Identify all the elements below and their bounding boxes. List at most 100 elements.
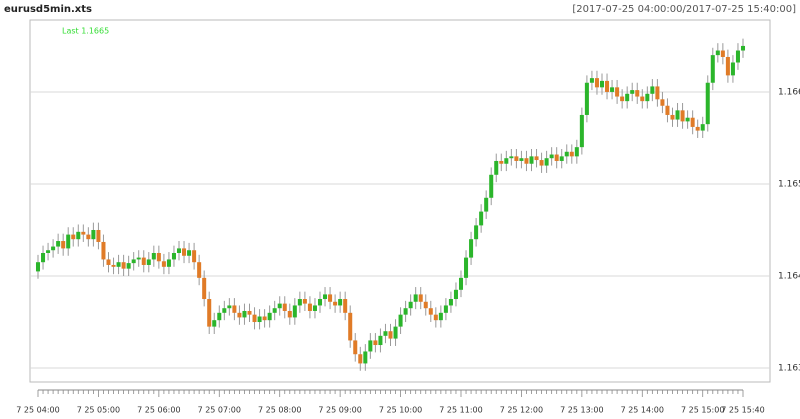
candle-body bbox=[378, 335, 383, 346]
candle-body bbox=[161, 261, 166, 267]
candle-body bbox=[680, 110, 685, 122]
candle-body bbox=[328, 294, 333, 302]
y-tick-label: 1.166 bbox=[778, 87, 800, 97]
candle-body bbox=[720, 50, 725, 57]
candle-body bbox=[428, 308, 433, 315]
candle-body bbox=[584, 82, 589, 115]
candle-body bbox=[620, 96, 625, 102]
candle-body bbox=[438, 312, 443, 321]
candle-body bbox=[479, 211, 484, 226]
candle-body bbox=[126, 263, 131, 269]
candle-body bbox=[156, 252, 161, 262]
x-tick-label: 7 25 15:40 bbox=[721, 406, 764, 415]
candle-body bbox=[262, 316, 267, 321]
candle-body bbox=[237, 312, 242, 318]
x-tick-label: 7 25 08:00 bbox=[258, 406, 301, 415]
candle-body bbox=[373, 340, 378, 346]
candle-body bbox=[106, 259, 111, 265]
candle-body bbox=[393, 326, 398, 339]
candle-body bbox=[484, 197, 489, 212]
candle-body bbox=[594, 78, 599, 88]
candle-body bbox=[554, 154, 559, 161]
candle-body bbox=[524, 158, 529, 164]
candle-body bbox=[171, 252, 176, 260]
candle-body bbox=[670, 114, 675, 120]
candle-body bbox=[56, 241, 61, 247]
candle-body bbox=[544, 158, 549, 166]
candle-body bbox=[408, 301, 413, 309]
candle-body bbox=[51, 246, 56, 251]
candle-body bbox=[272, 308, 277, 313]
candle-body bbox=[96, 229, 101, 242]
candle-body bbox=[519, 158, 524, 161]
candle-body bbox=[141, 257, 146, 265]
candle-body bbox=[539, 160, 544, 166]
candle-body bbox=[86, 234, 91, 240]
candle-body bbox=[569, 151, 574, 157]
candle-body bbox=[257, 316, 262, 323]
candle-body bbox=[423, 301, 428, 309]
candle-body bbox=[559, 156, 564, 161]
candle-body bbox=[323, 294, 328, 300]
candle-body bbox=[207, 299, 212, 327]
candle-body bbox=[635, 90, 640, 97]
candle-body bbox=[267, 312, 272, 321]
candle-body bbox=[549, 154, 554, 159]
candle-body bbox=[232, 305, 237, 313]
candle-body bbox=[494, 160, 499, 175]
candle-body bbox=[338, 299, 343, 306]
candle-body bbox=[660, 99, 665, 106]
candle-body bbox=[499, 160, 504, 164]
candle-body bbox=[71, 234, 76, 240]
candle-body bbox=[730, 62, 735, 76]
candle-body bbox=[151, 252, 156, 260]
candle-body bbox=[725, 56, 730, 76]
candle-body bbox=[182, 248, 187, 256]
candle-body bbox=[579, 114, 584, 148]
candle-body bbox=[448, 299, 453, 306]
candle-body bbox=[705, 82, 710, 125]
candle-body bbox=[514, 156, 519, 161]
x-tick-label: 7 25 04:00 bbox=[16, 406, 59, 415]
candle-body bbox=[715, 50, 720, 56]
candle-body bbox=[41, 252, 46, 263]
candle-body bbox=[650, 86, 655, 94]
candle-body bbox=[212, 320, 217, 327]
date-range: [2017-07-25 04:00:00/2017-07-25 15:40:00… bbox=[572, 4, 796, 15]
candle-body bbox=[418, 294, 423, 302]
candle-body bbox=[187, 250, 192, 256]
candle-body bbox=[640, 96, 645, 102]
candle-body bbox=[358, 354, 363, 364]
x-tick-label: 7 25 05:00 bbox=[77, 406, 120, 415]
candle-body bbox=[690, 117, 695, 127]
candle-body bbox=[333, 301, 338, 306]
candle-body bbox=[146, 259, 151, 265]
x-tick-label: 7 25 09:00 bbox=[318, 406, 361, 415]
candle-body bbox=[35, 262, 41, 272]
candle-body bbox=[227, 305, 232, 309]
y-tick-label: 1.165 bbox=[778, 179, 800, 189]
candle-body bbox=[277, 303, 282, 309]
candle-body bbox=[312, 305, 317, 311]
candle-body bbox=[509, 156, 514, 159]
candle-body bbox=[343, 299, 348, 313]
candle-body bbox=[564, 151, 569, 157]
candle-body bbox=[368, 340, 373, 352]
candle-body bbox=[46, 250, 51, 253]
candle-body bbox=[615, 87, 620, 97]
candle-body bbox=[91, 229, 96, 240]
x-tick-label: 7 25 15:00 bbox=[681, 406, 724, 415]
candle-body bbox=[675, 110, 680, 120]
candle-body bbox=[297, 299, 302, 306]
candle-body bbox=[317, 299, 323, 306]
candle-body bbox=[363, 351, 368, 364]
candle-body bbox=[348, 312, 353, 341]
candle-body bbox=[685, 117, 690, 122]
candle-body bbox=[131, 259, 136, 264]
candle-body bbox=[76, 231, 81, 240]
candle-body bbox=[695, 126, 700, 131]
candle-body bbox=[197, 262, 202, 278]
candle-body bbox=[529, 156, 534, 164]
candle-body bbox=[735, 50, 740, 63]
